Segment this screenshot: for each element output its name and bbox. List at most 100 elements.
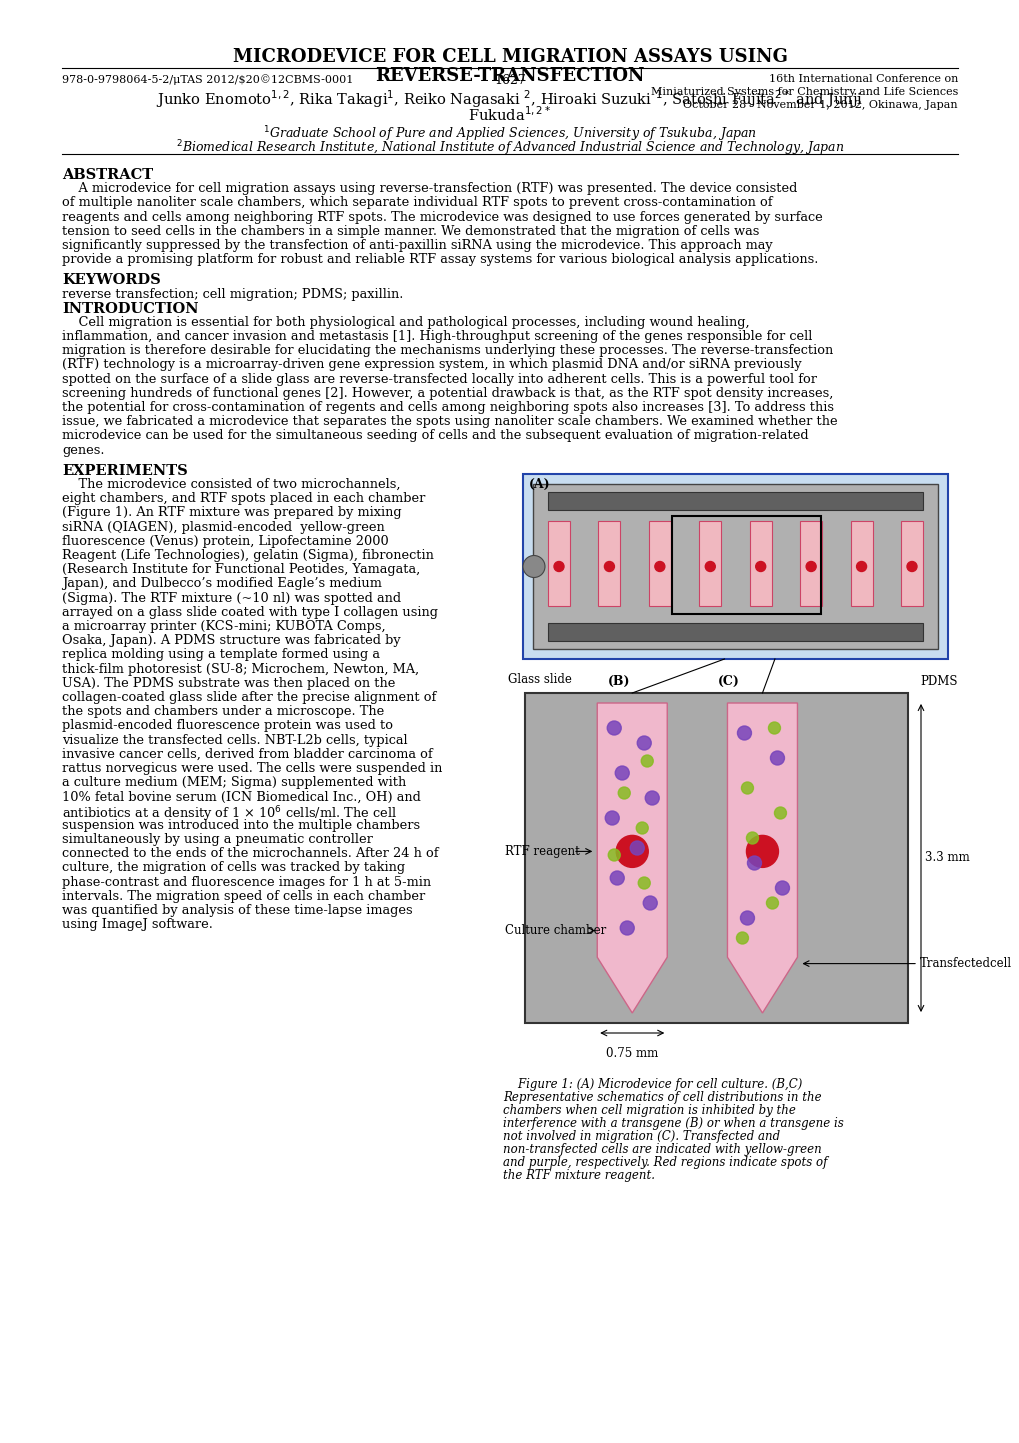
- Text: Cell migration is essential for both physiological and pathological processes, i: Cell migration is essential for both phy…: [62, 316, 749, 329]
- Circle shape: [645, 791, 658, 805]
- Text: a culture medium (MEM; Sigma) supplemented with: a culture medium (MEM; Sigma) supplement…: [62, 776, 406, 789]
- FancyBboxPatch shape: [523, 473, 947, 659]
- Text: screening hundreds of functional genes [2]. However, a potential drawback is tha: screening hundreds of functional genes […: [62, 387, 833, 400]
- Text: USA). The PDMS substrate was then placed on the: USA). The PDMS substrate was then placed…: [62, 677, 395, 690]
- Text: a microarray printer (KCS-mini; KUBOTA Comps,: a microarray printer (KCS-mini; KUBOTA C…: [62, 620, 385, 633]
- Circle shape: [740, 911, 754, 925]
- Text: PDMS: PDMS: [919, 675, 957, 688]
- Circle shape: [615, 835, 648, 867]
- Circle shape: [704, 561, 714, 571]
- Circle shape: [736, 932, 748, 944]
- Text: provide a promising platform for robust and reliable RTF assay systems for vario: provide a promising platform for robust …: [62, 253, 817, 266]
- Text: simultaneously by using a pneumatic controller: simultaneously by using a pneumatic cont…: [62, 833, 373, 846]
- Text: REVERSE-TRANSFECTION: REVERSE-TRANSFECTION: [375, 66, 644, 85]
- FancyBboxPatch shape: [547, 623, 922, 641]
- Text: 16th International Conference on: 16th International Conference on: [768, 74, 957, 84]
- Text: Fukuda$^{1,2*}$: Fukuda$^{1,2*}$: [468, 105, 551, 124]
- FancyBboxPatch shape: [547, 521, 570, 606]
- Text: Miniaturized Systems for Chemistry and Life Sciences: Miniaturized Systems for Chemistry and L…: [650, 87, 957, 97]
- Text: 0.75 mm: 0.75 mm: [605, 1048, 657, 1061]
- Text: replica molding using a template formed using a: replica molding using a template formed …: [62, 648, 380, 661]
- FancyBboxPatch shape: [533, 483, 937, 649]
- Text: EXPERIMENTS: EXPERIMENTS: [62, 463, 187, 478]
- Text: Figure 1: (A) Microdevice for cell culture. (B,C): Figure 1: (A) Microdevice for cell cultu…: [502, 1078, 802, 1091]
- Text: Culture chamber: Culture chamber: [504, 924, 605, 937]
- Text: Osaka, Japan). A PDMS structure was fabricated by: Osaka, Japan). A PDMS structure was fabr…: [62, 635, 400, 648]
- Circle shape: [614, 766, 629, 781]
- Text: 978-0-9798064-5-2/μTAS 2012/$20©12CBMS-0001: 978-0-9798064-5-2/μTAS 2012/$20©12CBMS-0…: [62, 74, 353, 85]
- Circle shape: [765, 898, 777, 909]
- Text: siRNA (QIAGEN), plasmid-encoded  yellow-green: siRNA (QIAGEN), plasmid-encoded yellow-g…: [62, 521, 384, 534]
- Circle shape: [638, 877, 649, 889]
- Text: Glass slide: Glass slide: [507, 672, 572, 685]
- Text: (A): (A): [529, 478, 550, 491]
- Text: (Figure 1). An RTF mixture was prepared by mixing: (Figure 1). An RTF mixture was prepared …: [62, 506, 401, 519]
- Text: plasmid-encoded fluorescence protein was used to: plasmid-encoded fluorescence protein was…: [62, 720, 392, 733]
- Text: $^{1}$Graduate School of Pure and Applied Sciences, University of Tsukuba, Japan: $^{1}$Graduate School of Pure and Applie…: [263, 124, 756, 144]
- Circle shape: [609, 872, 624, 885]
- Text: eight chambers, and RTF spots placed in each chamber: eight chambers, and RTF spots placed in …: [62, 492, 425, 505]
- Circle shape: [737, 726, 751, 740]
- Circle shape: [805, 561, 815, 571]
- Text: the RTF mixture reagent.: the RTF mixture reagent.: [502, 1169, 654, 1182]
- FancyBboxPatch shape: [525, 693, 907, 1023]
- Circle shape: [604, 561, 613, 571]
- Text: Junko Enomoto$^{1,2}$, Rika Takagi$^{1}$, Reiko Nagasaki $^{2}$, Hiroaki Suzuki : Junko Enomoto$^{1,2}$, Rika Takagi$^{1}$…: [156, 88, 863, 110]
- Circle shape: [755, 561, 765, 571]
- Text: issue, we fabricated a microdevice that separates the spots using nanoliter scal: issue, we fabricated a microdevice that …: [62, 416, 837, 429]
- Text: October 28 - November 1, 2012, Okinawa, Japan: October 28 - November 1, 2012, Okinawa, …: [683, 100, 957, 110]
- Circle shape: [746, 833, 758, 844]
- Text: (RTF) technology is a microarray-driven gene expression system, in which plasmid: (RTF) technology is a microarray-driven …: [62, 358, 801, 371]
- Text: suspension was introduced into the multiple chambers: suspension was introduced into the multi…: [62, 818, 420, 831]
- Text: invasive cancer cells, derived from bladder carcinoma of: invasive cancer cells, derived from blad…: [62, 747, 432, 760]
- Text: 3.3 mm: 3.3 mm: [924, 851, 969, 864]
- Text: (C): (C): [717, 675, 739, 688]
- Circle shape: [630, 841, 644, 856]
- Circle shape: [906, 561, 916, 571]
- Text: Reagent (Life Technologies), gelatin (Sigma), fibronectin: Reagent (Life Technologies), gelatin (Si…: [62, 548, 433, 561]
- Text: phase-contrast and fluorescence images for 1 h at 5-min: phase-contrast and fluorescence images f…: [62, 876, 431, 889]
- FancyBboxPatch shape: [648, 521, 671, 606]
- Circle shape: [769, 750, 784, 765]
- Circle shape: [553, 561, 564, 571]
- Circle shape: [741, 782, 753, 794]
- Text: Representative schematics of cell distributions in the: Representative schematics of cell distri…: [502, 1091, 821, 1104]
- Text: fluorescence (Venus) protein, Lipofectamine 2000: fluorescence (Venus) protein, Lipofectam…: [62, 535, 388, 548]
- Circle shape: [767, 722, 780, 734]
- Text: using ImageJ software.: using ImageJ software.: [62, 918, 213, 931]
- Text: intervals. The migration speed of cells in each chamber: intervals. The migration speed of cells …: [62, 890, 425, 903]
- Text: A microdevice for cell migration assays using reverse-transfection (RTF) was pre: A microdevice for cell migration assays …: [62, 182, 797, 195]
- Circle shape: [747, 856, 761, 870]
- Text: reverse transfection; cell migration; PDMS; paxillin.: reverse transfection; cell migration; PD…: [62, 287, 403, 300]
- Text: (Research Institute for Functional Peotides, Yamagata,: (Research Institute for Functional Peoti…: [62, 563, 420, 576]
- Text: arrayed on a glass slide coated with type I collagen using: arrayed on a glass slide coated with typ…: [62, 606, 437, 619]
- Text: (Sigma). The RTF mixture (~10 nl) was spotted and: (Sigma). The RTF mixture (~10 nl) was sp…: [62, 592, 400, 605]
- FancyBboxPatch shape: [850, 521, 871, 606]
- Circle shape: [641, 755, 652, 768]
- Circle shape: [618, 786, 630, 799]
- Circle shape: [774, 882, 789, 895]
- Text: connected to the ends of the microchannels. After 24 h of: connected to the ends of the microchanne…: [62, 847, 438, 860]
- Circle shape: [856, 561, 866, 571]
- Text: thick-film photoresist (SU-8; Microchem, Newton, MA,: thick-film photoresist (SU-8; Microchem,…: [62, 662, 419, 675]
- Polygon shape: [727, 703, 797, 1013]
- Circle shape: [773, 807, 786, 820]
- Text: and purple, respectively. Red regions indicate spots of: and purple, respectively. Red regions in…: [502, 1156, 826, 1169]
- FancyBboxPatch shape: [749, 521, 771, 606]
- Text: genes.: genes.: [62, 443, 104, 456]
- FancyBboxPatch shape: [598, 521, 620, 606]
- Circle shape: [654, 561, 664, 571]
- Circle shape: [746, 835, 777, 867]
- Circle shape: [643, 896, 656, 911]
- Text: non-transfected cells are indicated with yellow-green: non-transfected cells are indicated with…: [502, 1143, 821, 1156]
- Text: MICRODEVICE FOR CELL MIGRATION ASSAYS USING: MICRODEVICE FOR CELL MIGRATION ASSAYS US…: [232, 48, 787, 66]
- Text: The microdevice consisted of two microchannels,: The microdevice consisted of two microch…: [62, 478, 400, 491]
- Text: antibiotics at a density of 1 × 10$^{6}$ cells/ml. The cell: antibiotics at a density of 1 × 10$^{6}$…: [62, 805, 396, 824]
- Text: inflammation, and cancer invasion and metastasis [1]. High-throughput screening : inflammation, and cancer invasion and me…: [62, 330, 811, 343]
- FancyBboxPatch shape: [699, 521, 720, 606]
- Circle shape: [604, 811, 619, 825]
- Text: not involved in migration (C). Transfected and: not involved in migration (C). Transfect…: [502, 1130, 780, 1143]
- FancyBboxPatch shape: [547, 492, 922, 509]
- Text: 1627: 1627: [493, 74, 526, 87]
- Text: INTRODUCTION: INTRODUCTION: [62, 302, 199, 316]
